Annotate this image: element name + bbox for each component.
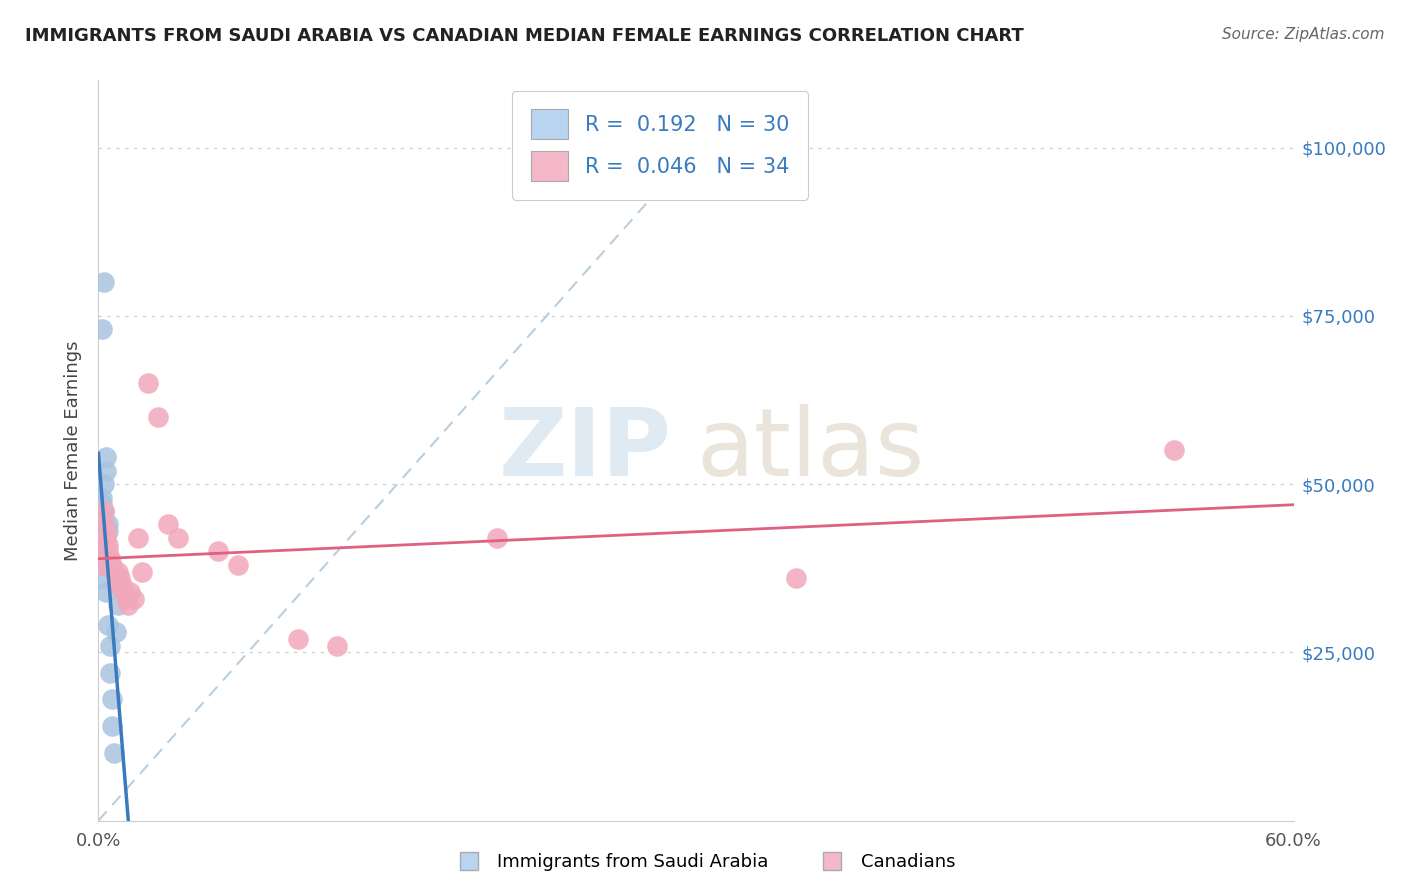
Point <box>107 565 129 579</box>
Y-axis label: Median Female Earnings: Median Female Earnings <box>63 340 82 561</box>
Point <box>91 497 114 511</box>
Point <box>112 584 135 599</box>
Point <box>157 517 180 532</box>
Point <box>93 517 115 532</box>
Point <box>98 639 122 653</box>
Point <box>785 571 807 585</box>
Point <box>91 491 114 505</box>
Point <box>148 409 170 424</box>
Point <box>117 599 139 613</box>
Point <box>98 665 122 680</box>
Point <box>120 584 142 599</box>
Legend: Immigrants from Saudi Arabia, Canadians: Immigrants from Saudi Arabia, Canadians <box>443 847 963 879</box>
Point <box>96 531 118 545</box>
Point <box>91 558 114 572</box>
Point <box>89 524 111 539</box>
Text: atlas: atlas <box>696 404 924 497</box>
Point <box>91 558 114 572</box>
Point <box>91 322 114 336</box>
Point <box>97 517 120 532</box>
Point <box>136 376 159 391</box>
Point <box>107 599 129 613</box>
Point <box>93 531 115 545</box>
Point <box>1163 443 1185 458</box>
Point <box>111 578 134 592</box>
Point <box>93 504 115 518</box>
Point <box>127 531 149 545</box>
Point <box>98 551 122 566</box>
Point <box>89 544 111 558</box>
Point <box>97 538 120 552</box>
Text: Source: ZipAtlas.com: Source: ZipAtlas.com <box>1222 27 1385 42</box>
Point <box>101 719 124 733</box>
Point <box>207 544 229 558</box>
Point <box>115 591 138 606</box>
Point <box>89 517 111 532</box>
Point <box>89 544 111 558</box>
Point <box>124 591 146 606</box>
Point <box>93 504 115 518</box>
Point <box>110 571 132 585</box>
Point <box>103 747 125 761</box>
Point <box>91 571 114 585</box>
Point <box>93 510 115 524</box>
Point <box>97 524 120 539</box>
Point <box>105 571 128 585</box>
Point <box>326 639 349 653</box>
Point <box>101 692 124 706</box>
Point <box>96 584 118 599</box>
Point <box>93 517 115 532</box>
Point <box>96 464 118 478</box>
Point <box>93 477 115 491</box>
Point <box>101 558 124 572</box>
Point <box>91 504 114 518</box>
Point <box>485 531 508 545</box>
Point <box>107 578 129 592</box>
Point <box>287 632 309 646</box>
Text: IMMIGRANTS FROM SAUDI ARABIA VS CANADIAN MEDIAN FEMALE EARNINGS CORRELATION CHAR: IMMIGRANTS FROM SAUDI ARABIA VS CANADIAN… <box>25 27 1024 45</box>
Point <box>91 510 114 524</box>
Point <box>97 544 120 558</box>
Point <box>105 625 128 640</box>
Point <box>89 531 111 545</box>
Point <box>96 450 118 465</box>
Point <box>96 524 118 539</box>
Point <box>97 618 120 632</box>
Point <box>167 531 190 545</box>
Text: ZIP: ZIP <box>499 404 672 497</box>
Point <box>226 558 249 572</box>
Legend: R =  0.192   N = 30, R =  0.046   N = 34: R = 0.192 N = 30, R = 0.046 N = 34 <box>512 91 808 200</box>
Point <box>103 565 125 579</box>
Point <box>93 275 115 289</box>
Point <box>131 565 153 579</box>
